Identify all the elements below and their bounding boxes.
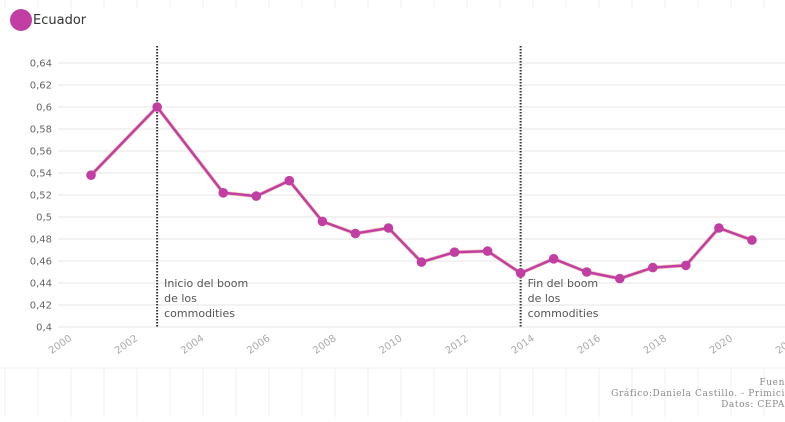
data-point [681, 260, 691, 271]
y-tick-label: 0,58 [30, 125, 52, 136]
data-point [747, 235, 757, 245]
y-tick-label: 0,5 [36, 213, 52, 224]
data-point [416, 257, 427, 267]
y-tick-label: 0,46 [30, 257, 52, 268]
y-tick-label: 0,48 [30, 235, 52, 246]
data-point [515, 268, 526, 278]
footer-line-1: Fuen [759, 378, 785, 388]
y-tick-label: 0,62 [30, 81, 52, 92]
data-point [284, 175, 295, 186]
data-point [218, 188, 229, 198]
data-point [317, 216, 328, 227]
annotation-text: Inicio del boom [164, 277, 248, 290]
annotation-text: Fin del boom [528, 277, 599, 290]
y-tick-label: 0,56 [30, 147, 52, 158]
annotation-text: de los [528, 292, 561, 305]
data-point [383, 223, 394, 233]
x-tick-label: 2014 [510, 333, 537, 357]
x-tick-label: 2018 [642, 333, 669, 357]
annotation-text: de los [164, 292, 197, 305]
x-tick-label: 2016 [576, 333, 603, 357]
footer-line-3: Datos: CEPA [721, 400, 785, 410]
legend-label-ecuador: Ecuador [33, 12, 87, 28]
y-tick-label: 0,64 [30, 59, 52, 70]
data-point [648, 262, 658, 273]
annotation-text: commodities [164, 307, 235, 320]
data-point [548, 253, 559, 264]
data-point [581, 267, 592, 277]
data-point [251, 191, 262, 201]
y-tick-label: 0,6 [36, 103, 52, 114]
data-point [350, 228, 361, 239]
legend-swatch-ecuador [10, 9, 32, 31]
x-tick-label: 2008 [311, 333, 338, 357]
series-shadow-line [89, 105, 753, 281]
y-tick-label: 0,52 [30, 191, 52, 202]
y-tick-label: 0,54 [30, 169, 52, 180]
data-point [714, 223, 724, 233]
x-tick-label: 2004 [179, 333, 206, 357]
series-line-ecuador [90, 105, 753, 280]
footer-line-2: Gráfico:Daniela Castillo. - Primici [611, 389, 785, 399]
y-tick-label: 0,44 [30, 279, 52, 290]
data-point [86, 170, 96, 180]
legend: Ecuador [10, 9, 86, 31]
x-tick-label: 2000 [47, 333, 74, 357]
y-tick-label: 0,42 [30, 301, 52, 312]
data-point [614, 273, 625, 284]
data-point [449, 247, 460, 257]
x-tick-label: 2012 [444, 333, 471, 357]
x-tick-label: 2020 [708, 333, 735, 357]
x-tick-label: 2022 [774, 333, 785, 357]
x-tick-label: 2010 [377, 333, 404, 357]
x-tick-label: 2002 [113, 333, 140, 357]
annotation-text: commodities [528, 307, 599, 320]
y-tick-label: 0,4 [36, 323, 52, 334]
data-point [482, 246, 493, 256]
data-point [152, 102, 162, 112]
x-tick-label: 2006 [245, 333, 272, 357]
source-footer: Fuen Gráfico:Daniela Castillo. - Primici… [485, 378, 785, 411]
